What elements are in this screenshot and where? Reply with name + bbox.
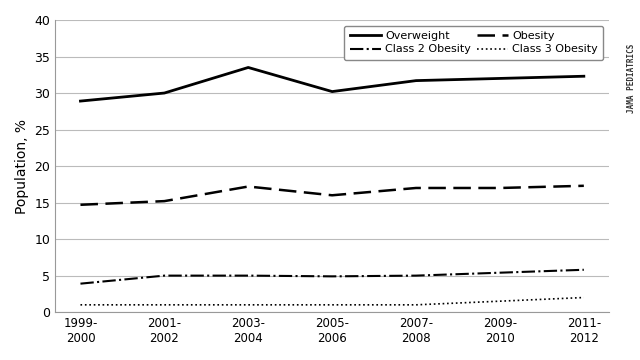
Y-axis label: Population, %: Population, % <box>15 118 29 213</box>
Legend: Overweight, Class 2 Obesity, Obesity, Class 3 Obesity: Overweight, Class 2 Obesity, Obesity, Cl… <box>344 26 604 60</box>
Text: JAMA PEDIATRICS: JAMA PEDIATRICS <box>627 43 636 113</box>
